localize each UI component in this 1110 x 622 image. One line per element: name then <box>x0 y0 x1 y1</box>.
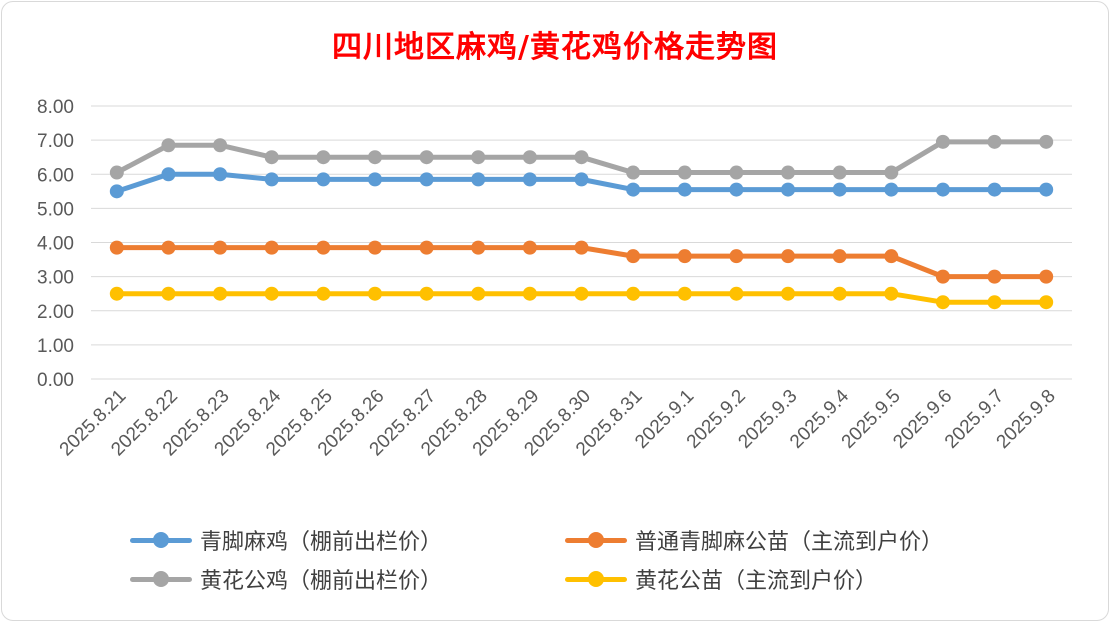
data-point-1 <box>677 249 692 264</box>
legend-item-putong-gongmiao: 普通青脚麻公苗（主流到户价） <box>565 524 943 556</box>
data-point-3 <box>832 286 847 301</box>
data-point-0 <box>729 182 744 197</box>
legend-item-huanghua-gongmiao: 黄花公苗（主流到户价） <box>565 563 877 595</box>
data-point-3 <box>1039 295 1054 310</box>
legend-swatch-icon <box>130 569 192 589</box>
data-point-2 <box>832 165 847 180</box>
data-point-2 <box>987 134 1002 149</box>
data-point-2 <box>884 165 899 180</box>
data-point-0 <box>161 167 176 182</box>
legend-swatch-icon <box>130 530 192 550</box>
y-tick-label: 2.00 <box>37 302 74 323</box>
data-point-0 <box>781 182 796 197</box>
chart-title: 四川地区麻鸡/黄花鸡价格走势图 <box>332 30 778 65</box>
data-point-1 <box>781 249 796 264</box>
data-point-3 <box>471 286 486 301</box>
data-point-1 <box>1039 269 1054 284</box>
legend-label: 黄花公鸡（棚前出栏价） <box>200 569 443 594</box>
data-point-2 <box>264 150 279 165</box>
data-point-1 <box>522 240 537 255</box>
data-point-1 <box>161 240 176 255</box>
data-point-2 <box>781 165 796 180</box>
legend-swatch-icon <box>565 530 627 550</box>
data-point-2 <box>161 138 176 153</box>
data-point-2 <box>677 165 692 180</box>
y-tick-label: 1.00 <box>37 336 74 357</box>
data-point-2 <box>471 150 486 165</box>
data-point-0 <box>935 182 950 197</box>
data-point-3 <box>419 286 434 301</box>
y-tick-label: 5.00 <box>37 199 74 220</box>
data-point-1 <box>832 249 847 264</box>
data-point-3 <box>522 286 537 301</box>
data-point-3 <box>935 295 950 310</box>
data-point-1 <box>316 240 331 255</box>
data-point-0 <box>471 172 486 187</box>
data-point-1 <box>213 240 228 255</box>
data-point-3 <box>987 295 1002 310</box>
y-tick-label: 0.00 <box>37 370 74 391</box>
data-point-3 <box>213 286 228 301</box>
data-point-0 <box>316 172 331 187</box>
data-point-1 <box>884 249 899 264</box>
y-tick-label: 8.00 <box>37 97 74 118</box>
data-point-2 <box>935 134 950 149</box>
data-point-1 <box>626 249 641 264</box>
data-point-3 <box>626 286 641 301</box>
data-point-2 <box>522 150 537 165</box>
y-tick-label: 6.00 <box>37 165 74 186</box>
data-point-0 <box>884 182 899 197</box>
data-point-3 <box>264 286 279 301</box>
data-point-2 <box>574 150 589 165</box>
data-point-2 <box>316 150 331 165</box>
legend-swatch-icon <box>565 569 627 589</box>
y-tick-label: 4.00 <box>37 234 74 255</box>
legend-label: 普通青脚麻公苗（主流到户价） <box>635 530 944 555</box>
data-point-3 <box>781 286 796 301</box>
data-point-0 <box>574 172 589 187</box>
data-point-0 <box>1039 182 1054 197</box>
legend-item-qingjiao-maji: 青脚麻鸡（棚前出栏价） <box>130 524 442 556</box>
data-point-3 <box>729 286 744 301</box>
data-point-0 <box>987 182 1002 197</box>
data-point-2 <box>626 165 641 180</box>
data-point-2 <box>1039 134 1054 149</box>
data-point-1 <box>264 240 279 255</box>
data-point-0 <box>677 182 692 197</box>
data-point-2 <box>109 165 124 180</box>
data-point-0 <box>832 182 847 197</box>
data-point-1 <box>987 269 1002 284</box>
data-point-3 <box>161 286 176 301</box>
data-point-3 <box>316 286 331 301</box>
data-point-3 <box>574 286 589 301</box>
data-point-2 <box>367 150 382 165</box>
data-point-0 <box>213 167 228 182</box>
data-point-0 <box>264 172 279 187</box>
legend-item-huanghua-gongji: 黄花公鸡（棚前出栏价） <box>130 563 442 595</box>
data-point-2 <box>729 165 744 180</box>
y-tick-label: 7.00 <box>37 131 74 152</box>
data-point-3 <box>367 286 382 301</box>
data-point-0 <box>367 172 382 187</box>
data-point-1 <box>935 269 950 284</box>
data-point-0 <box>419 172 434 187</box>
data-point-0 <box>522 172 537 187</box>
data-point-1 <box>109 240 124 255</box>
data-point-3 <box>109 286 124 301</box>
data-point-1 <box>367 240 382 255</box>
data-point-0 <box>626 182 641 197</box>
data-point-1 <box>419 240 434 255</box>
data-point-3 <box>677 286 692 301</box>
data-point-3 <box>884 286 899 301</box>
y-tick-label: 3.00 <box>37 268 74 289</box>
data-point-0 <box>109 184 124 199</box>
data-point-2 <box>213 138 228 153</box>
data-point-2 <box>419 150 434 165</box>
legend-label: 青脚麻鸡（棚前出栏价） <box>200 530 443 555</box>
legend-label: 黄花公苗（主流到户价） <box>635 569 878 594</box>
data-point-1 <box>574 240 589 255</box>
data-point-1 <box>471 240 486 255</box>
data-point-1 <box>729 249 744 264</box>
